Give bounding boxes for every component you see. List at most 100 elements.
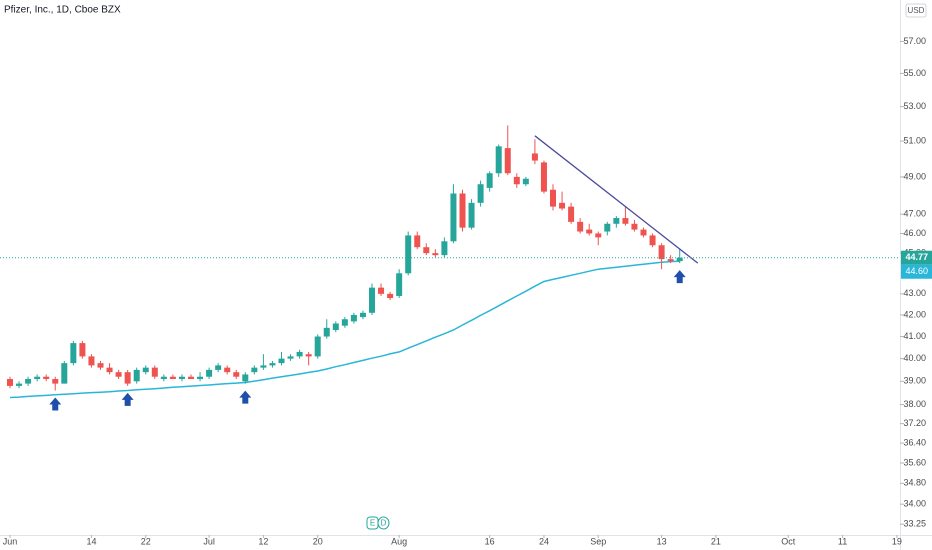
candle-body [676, 257, 683, 262]
y-tick-label: 53.00 [903, 101, 926, 111]
y-tick-label: 57.00 [903, 36, 926, 46]
y-tick-label: 34.00 [903, 499, 926, 509]
candle-body [350, 314, 357, 322]
candle-body [486, 173, 493, 188]
candle-body [88, 356, 95, 366]
y-tick-label: 36.40 [903, 437, 926, 447]
x-tick-label: 13 [657, 536, 667, 546]
candle-body [106, 367, 113, 373]
candle-body [260, 365, 267, 368]
x-tick-label: 16 [485, 536, 495, 546]
candle-body [169, 376, 176, 380]
candle-body [531, 153, 538, 161]
candle-body [323, 327, 330, 337]
candle-body [631, 223, 638, 230]
candle-body [61, 363, 68, 384]
y-tick-label: 42.00 [903, 309, 926, 319]
candle-body [468, 202, 475, 228]
candle-body [242, 374, 249, 382]
candle-body [450, 193, 457, 242]
candle-body [568, 206, 575, 222]
candle-body [396, 273, 403, 296]
x-tick-label: 21 [711, 536, 721, 546]
y-tick-label: 51.00 [903, 135, 926, 145]
candle-body [142, 367, 149, 373]
last-price-tag [901, 250, 932, 265]
candle-body [133, 369, 140, 382]
dividend-marker[interactable] [377, 516, 390, 530]
x-tick-label: 24 [539, 536, 549, 546]
y-tick-label: 41.00 [903, 331, 926, 341]
candle-body [124, 372, 131, 384]
x-tick-label: Jun [3, 536, 18, 546]
y-tick-label: 37.20 [903, 418, 926, 428]
candle-body [269, 363, 276, 366]
candle-body [667, 259, 674, 262]
x-tick-label: 19 [892, 536, 902, 546]
candle-body [43, 376, 50, 380]
candle-body [423, 247, 430, 254]
y-tick-label: 33.25 [903, 519, 926, 529]
currency-label: USD [908, 6, 925, 15]
candle-body [649, 235, 656, 246]
chart-title: Pfizer, Inc., 1D, Cboe BZX [4, 5, 121, 16]
y-tick-label: 35.60 [903, 457, 926, 467]
candle-body [513, 176, 520, 185]
y-tick-label: 46.00 [903, 228, 926, 238]
y-tick-label: 38.00 [903, 399, 926, 409]
candle-body [79, 343, 86, 357]
candle-body [224, 367, 231, 373]
candle-body [405, 235, 412, 274]
candle-body [595, 233, 602, 238]
candle-body [287, 356, 294, 359]
candle-body [495, 146, 502, 174]
candle-body [504, 148, 511, 174]
candle-body [314, 336, 321, 357]
candle-body [604, 223, 611, 232]
x-tick-label: Sep [590, 536, 606, 546]
up-arrow [49, 397, 62, 411]
earnings-marker-label: E [370, 519, 375, 528]
candle-body [559, 202, 566, 209]
candle-body [586, 229, 593, 234]
up-arrow [121, 392, 134, 406]
candle-body [34, 376, 41, 380]
candle-body [178, 376, 185, 380]
candle-body [658, 245, 665, 260]
candle-body [296, 351, 303, 357]
y-tick-label: 39.00 [903, 376, 926, 386]
candle-body [640, 229, 647, 236]
x-tick-label: 11 [838, 536, 847, 546]
candle-body [278, 358, 285, 364]
candle-body [441, 241, 448, 256]
last-price-label: 44.77 [905, 252, 928, 262]
candle-body [522, 178, 529, 185]
y-tick-label: 43.00 [903, 288, 926, 298]
currency-badge[interactable] [905, 3, 927, 18]
event-markers[interactable]: E D [366, 516, 390, 530]
candle-body [540, 162, 547, 192]
dividend-marker-label: D [381, 519, 387, 528]
moving-average-line [9, 260, 680, 399]
y-tick-label: 40.00 [903, 353, 926, 363]
candle-body [197, 376, 204, 380]
candle-body [251, 367, 258, 373]
candle-body [387, 293, 394, 299]
candle-body [97, 363, 104, 368]
candle-body [477, 184, 484, 203]
up-arrow [239, 390, 252, 404]
candle-body [215, 365, 222, 370]
candle-body [613, 218, 620, 224]
candle-body [577, 221, 584, 232]
x-tick-label: 14 [86, 536, 96, 546]
y-tick-label: 49.00 [903, 171, 926, 181]
x-tick-label: 22 [141, 536, 151, 546]
candle-body [25, 379, 32, 384]
candle-body [414, 235, 421, 248]
candle-body [550, 189, 556, 207]
candle-body [341, 319, 348, 326]
candle-body [188, 376, 194, 380]
trendline [534, 135, 699, 264]
